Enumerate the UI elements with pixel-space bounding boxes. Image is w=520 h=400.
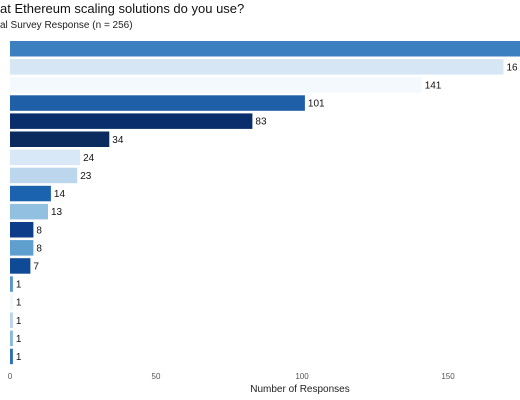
- chart-title: at Ethereum scaling solutions do you use…: [0, 1, 245, 16]
- bar-value-label-16: 1: [16, 316, 22, 327]
- bar-11: [10, 222, 34, 238]
- bar-13: [10, 258, 31, 274]
- bar-value-label-5: 83: [255, 117, 267, 128]
- bar-value-label-3: 141: [425, 81, 442, 92]
- bar-value-label-12: 8: [36, 243, 42, 254]
- x-tick-label-50: 50: [152, 372, 161, 381]
- bar-18: [10, 348, 13, 365]
- x-axis-label: Number of Responses: [250, 384, 350, 395]
- x-axis-ticks: 0 50 100 150: [8, 372, 455, 381]
- bar-value-label-8: 23: [80, 171, 92, 182]
- bar-8: [10, 167, 78, 184]
- bar-14: [10, 276, 13, 292]
- bar-value-label-17: 1: [16, 334, 22, 345]
- bar-value-label-15: 1: [16, 298, 22, 309]
- bar-value-label-2: 16: [507, 62, 519, 73]
- bar-value-label-10: 13: [51, 207, 63, 218]
- x-tick-label-0: 0: [8, 372, 13, 381]
- bar-10: [10, 203, 48, 220]
- bar-12: [10, 240, 34, 256]
- bar-7: [10, 149, 81, 166]
- bar-value-label-4: 101: [308, 99, 325, 110]
- bar-16: [10, 312, 13, 328]
- bar-3: [10, 77, 422, 93]
- bar-value-label-6: 34: [112, 135, 124, 146]
- bar-value-label-13: 7: [33, 262, 39, 273]
- bar-17: [10, 330, 13, 347]
- bar-5: [10, 113, 253, 129]
- bars-group: [10, 41, 520, 365]
- x-tick-label-100: 100: [295, 372, 309, 381]
- bar-9: [10, 185, 51, 202]
- bar-6: [10, 131, 110, 147]
- x-tick-label-150: 150: [441, 372, 455, 381]
- bar-2: [10, 59, 504, 75]
- bar-value-label-14: 1: [16, 280, 22, 291]
- bar-value-label-9: 14: [54, 189, 66, 200]
- bar-value-label-18: 1: [16, 352, 22, 363]
- bar-value-label-11: 8: [36, 225, 42, 236]
- bar-4: [10, 95, 305, 111]
- bar-15: [10, 294, 13, 310]
- bar-value-label-7: 24: [83, 153, 95, 164]
- chart-subtitle: al Survey Response (n = 256): [0, 20, 133, 31]
- bar-1: [10, 41, 520, 57]
